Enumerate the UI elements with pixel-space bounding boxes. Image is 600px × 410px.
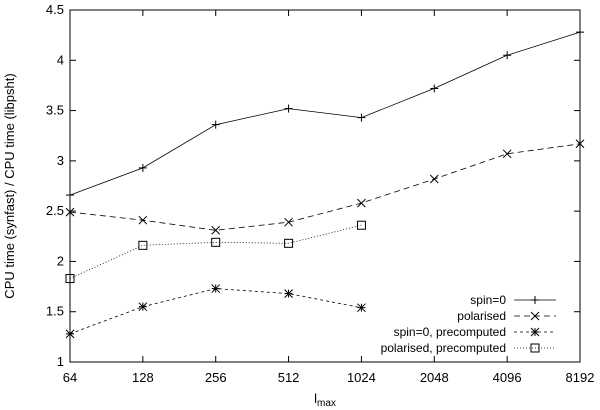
data-point (576, 28, 584, 37)
data-point (65, 329, 75, 339)
data-point (357, 113, 366, 122)
marker-stroke (65, 329, 75, 339)
series-line (69, 143, 581, 231)
x-axis-label-subscript: max (317, 398, 336, 409)
marker-stroke (357, 303, 366, 313)
y-tick-label: 2 (57, 253, 64, 268)
series (65, 284, 366, 339)
marker-stroke (530, 327, 540, 337)
data-point (66, 191, 74, 200)
data-point (284, 217, 293, 227)
y-axis-label: CPU time (synfast) / CPU time (libpsht) (2, 73, 17, 298)
y-tick-label: 4.5 (46, 2, 64, 17)
x-tick-label: 1024 (347, 370, 376, 385)
marker-stroke (65, 207, 75, 217)
data-point (284, 238, 294, 248)
series (66, 28, 584, 200)
x-axis-label: lmax (314, 391, 336, 409)
x-tick-label: 2048 (420, 370, 449, 385)
series (65, 220, 366, 284)
data-point (356, 220, 366, 230)
data-point (284, 289, 293, 298)
marker-stroke (429, 174, 439, 184)
data-point (502, 149, 512, 159)
legend: spin=0 polarised spin=0, precomputed polari… (381, 293, 556, 355)
legend-marker (530, 327, 540, 337)
x-tick-label: 64 (63, 370, 77, 385)
series-layer (65, 28, 585, 339)
data-point (211, 225, 221, 235)
marker-box (530, 343, 540, 353)
series-line (69, 224, 362, 279)
marker-stroke (502, 149, 512, 159)
data-point (357, 198, 366, 208)
y-tick-label: 3 (57, 153, 64, 168)
marker-stroke (575, 139, 585, 149)
y-tick-label: 2.5 (46, 203, 64, 218)
legend-marker (530, 343, 540, 353)
data-point (138, 302, 148, 312)
x-tick-label: 256 (205, 370, 227, 385)
y-tick-label: 4 (57, 52, 64, 67)
data-point (284, 104, 293, 113)
data-point (211, 237, 221, 247)
legend-label: polarised (457, 309, 506, 323)
series-line (69, 31, 581, 196)
marker-box (356, 220, 366, 230)
marker-stroke (138, 215, 148, 225)
legend-marker (531, 296, 539, 304)
data-point (211, 284, 221, 293)
marker-box (211, 237, 221, 247)
marker-stroke (284, 289, 293, 298)
data-point (138, 240, 148, 250)
legend-label: spin=0 (470, 293, 506, 307)
marker-box (284, 238, 294, 248)
x-tick-label: 8192 (566, 370, 595, 385)
data-point (357, 303, 366, 313)
legend-marker (530, 311, 540, 321)
data-point (138, 163, 147, 172)
marker-stroke (211, 225, 221, 235)
data-point (65, 207, 75, 217)
marker-stroke (357, 198, 366, 208)
data-point (138, 215, 148, 225)
y-tick-label: 1 (57, 354, 64, 369)
plot-frame (69, 9, 581, 363)
marker-stroke (284, 217, 293, 227)
data-point (503, 51, 512, 60)
y-tick-label: 3.5 (46, 103, 64, 118)
marker-box (65, 274, 75, 284)
marker-stroke (211, 284, 221, 293)
x-tick-label: 128 (132, 370, 154, 385)
legend-label: polarised, precomputed (381, 341, 506, 355)
x-tick-label: 512 (278, 370, 300, 385)
data-point (575, 139, 585, 149)
y-axis: 1 1.5 2 2.5 3 3.5 4 4.5 (46, 2, 580, 369)
marker-box (138, 240, 148, 250)
marker-stroke (138, 302, 148, 312)
x-tick-label: 4096 (493, 370, 522, 385)
marker-stroke (530, 311, 540, 321)
series (65, 139, 585, 235)
data-point (430, 84, 439, 93)
series-line (69, 288, 362, 335)
y-tick-label: 1.5 (46, 304, 64, 319)
data-point (429, 174, 439, 184)
data-point (211, 120, 220, 129)
data-point (65, 274, 75, 284)
legend-label: spin=0, precomputed (394, 325, 506, 339)
x-axis: 64 128 256 512 1024 2048 4096 8192 (63, 10, 595, 385)
x-axis-label-main: l (314, 391, 317, 406)
